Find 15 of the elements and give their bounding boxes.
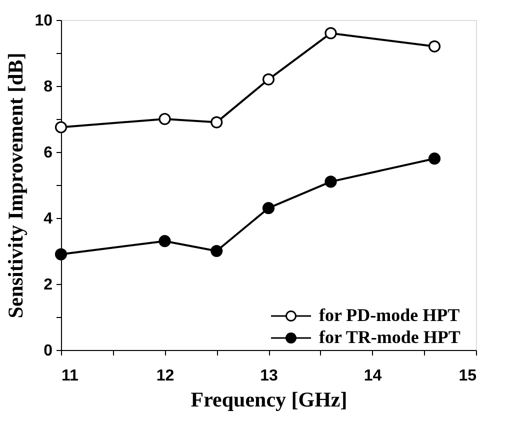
x-tick-label: 14 [364,368,382,384]
x-tick-label: 12 [156,368,174,384]
y-tick-label: 6 [44,144,53,162]
y-axis-title: Sensitivity Improvement [dB] [4,52,28,318]
x-tick-label: 15 [458,368,477,384]
y-tick-label: 2 [44,276,53,294]
y-tick-label: 0 [44,342,53,360]
y-tick-label: 8 [44,78,53,96]
x-axis-title: Frequency [GHz] [190,388,348,412]
y-tick-label: 10 [34,12,53,30]
y-tick-label: 4 [44,210,53,228]
x-tick-label: 11 [62,368,79,384]
x-tick-label: 13 [260,368,278,384]
legend-label: for TR-mode HPT [319,327,460,347]
legend-label: for PD-mode HPT [319,305,460,325]
